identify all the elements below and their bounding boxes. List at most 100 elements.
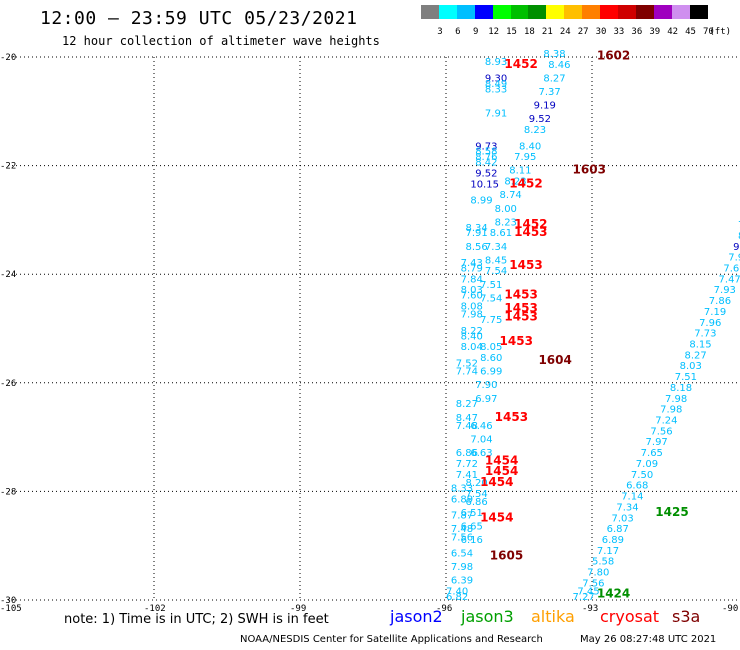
lat-tick-label: -22 xyxy=(0,162,16,172)
wave-height-value: 8.49 xyxy=(485,79,507,90)
wave-height-value: 8.23 xyxy=(524,125,546,136)
lat-tick-label: -20 xyxy=(0,53,16,63)
scale-label: 27 xyxy=(577,27,589,37)
wave-height-value: 8.05 xyxy=(480,342,502,353)
wave-height-value: 8.20 xyxy=(465,478,487,489)
wave-height-value: 8.36 xyxy=(738,231,740,242)
wave-height-value: 7.95 xyxy=(514,152,536,163)
pass-time-label: 1452 xyxy=(504,57,537,71)
scale-swatch xyxy=(438,5,457,19)
wave-height-value: 8.99 xyxy=(470,196,492,207)
scale-swatch xyxy=(617,5,636,19)
wave-height-value: 8.34 xyxy=(465,223,487,234)
pass-time-label: 1453 xyxy=(504,288,537,302)
wave-height-value: 8.40 xyxy=(519,141,541,152)
scale-label: 15 xyxy=(506,27,517,37)
wave-height-value: 6.99 xyxy=(480,367,502,378)
pass-time-label: 1453 xyxy=(504,309,537,323)
wave-height-value: 8.22 xyxy=(461,326,483,337)
scale-swatch xyxy=(600,5,618,19)
wave-height-value: 6.46 xyxy=(470,421,492,432)
lat-tick-label: -28 xyxy=(0,487,16,497)
wave-height-value: 6.86 xyxy=(465,497,487,508)
wave-height-value: 7.73 xyxy=(694,329,716,340)
wave-height-value: 7.74 xyxy=(456,367,478,378)
wave-height-value: 8.46 xyxy=(548,60,570,71)
scale-swatch xyxy=(528,5,547,19)
wave-height-value: 7.60 xyxy=(461,291,483,302)
wave-height-value: 6.16 xyxy=(461,535,483,546)
scale-swatch xyxy=(635,5,654,19)
wave-height-value: 7.80 xyxy=(587,568,609,579)
wave-height-value: 7.47 xyxy=(719,274,740,285)
scale-swatch xyxy=(671,5,690,19)
scale-label: 42 xyxy=(667,27,679,37)
wave-height-value: 7.96 xyxy=(699,318,721,329)
wave-height-value: 6.86 xyxy=(456,448,478,459)
lat-tick-label: -30 xyxy=(0,596,16,606)
pass-time-label: 1452 xyxy=(514,217,547,231)
wave-height-value: 8.27 xyxy=(684,350,706,361)
wave-height-value: 7.54 xyxy=(480,293,502,304)
scale-label: 45 xyxy=(685,27,696,37)
wave-height-value: 7.98 xyxy=(665,394,687,405)
scale-label: 9 xyxy=(473,27,479,37)
wave-height-value: 6.54 xyxy=(451,549,473,560)
wave-height-value: 7.87 xyxy=(451,511,473,522)
scale-swatch xyxy=(564,5,583,19)
credit-text: NOAA/NESDIS Center for Satellite Applica… xyxy=(240,634,543,645)
page-subtitle: 12 hour collection of altimeter wave hei… xyxy=(62,34,380,48)
wave-height-value: 7.98 xyxy=(660,405,682,416)
wave-height-value: 8.27 xyxy=(543,73,565,84)
wave-height-value: 9.52 xyxy=(529,114,551,125)
lat-tick-label: -24 xyxy=(0,270,16,280)
legend-item-s3a: s3a xyxy=(672,607,701,626)
wave-height-value: 7.41 xyxy=(456,470,478,481)
wave-height-value: 8.23 xyxy=(495,217,517,228)
wave-height-value: 8.23 xyxy=(504,177,526,188)
pass-time-label: 1454 xyxy=(485,464,518,478)
wave-height-value: 7.03 xyxy=(611,513,633,524)
wave-height-value: 9.30 xyxy=(485,73,507,84)
wave-height-value: 7.43 xyxy=(461,258,483,269)
scale-unit: (ft) xyxy=(709,27,732,37)
wave-height-value: 7.40 xyxy=(446,587,468,598)
wave-height-value: 6.89 xyxy=(451,494,473,505)
wave-height-value: 8.08 xyxy=(461,301,483,312)
pass-time-label: 1453 xyxy=(509,258,542,272)
scale-label: 39 xyxy=(649,27,661,37)
scale-label: 24 xyxy=(559,27,571,37)
wave-height-value: 6.87 xyxy=(607,524,629,535)
wave-height-value: 7.56 xyxy=(650,426,672,437)
page-title: 12:00 – 23:59 UTC 05/23/2021 xyxy=(40,8,358,29)
scale-label: 21 xyxy=(541,27,553,37)
wave-height-value: 7.51 xyxy=(480,280,502,291)
wave-height-value: 8.47 xyxy=(456,413,478,424)
pass-time-label: 1453 xyxy=(514,225,547,239)
lon-tick-label: -93 xyxy=(582,604,598,614)
wave-height-value: 8.18 xyxy=(670,383,692,394)
wave-height-value: 7.96 xyxy=(728,253,740,264)
wave-height-value: 7.56 xyxy=(582,578,604,589)
wave-height-value: 7.37 xyxy=(538,87,560,98)
wave-height-value: 6.65 xyxy=(461,521,483,532)
scale-swatch xyxy=(421,5,439,19)
wave-height-value: 7.54 xyxy=(465,489,487,500)
wave-height-value: 7.69 xyxy=(723,263,740,274)
wave-height-value: 7.50 xyxy=(631,470,653,481)
lon-tick-label: -99 xyxy=(290,604,306,614)
wave-height-value: 7.90 xyxy=(475,380,497,391)
pass-time-label: 1424 xyxy=(597,586,630,600)
lon-tick-label: -105 xyxy=(0,604,22,614)
pass-time-label: 1453 xyxy=(500,334,533,348)
pass-time-label: 1603 xyxy=(573,163,606,177)
wave-height-value: 8.33 xyxy=(451,483,473,494)
wave-height-value: 8.03 xyxy=(680,361,702,372)
pass-time-label: 1454 xyxy=(480,510,513,524)
wave-height-value: 8.00 xyxy=(495,204,517,215)
lat-tick-label: -26 xyxy=(0,379,16,389)
scale-label: 70 xyxy=(703,27,714,37)
scale-label: 30 xyxy=(595,27,607,37)
pass-time-label: 1452 xyxy=(509,176,542,190)
lon-tick-label: -90 xyxy=(722,604,738,614)
